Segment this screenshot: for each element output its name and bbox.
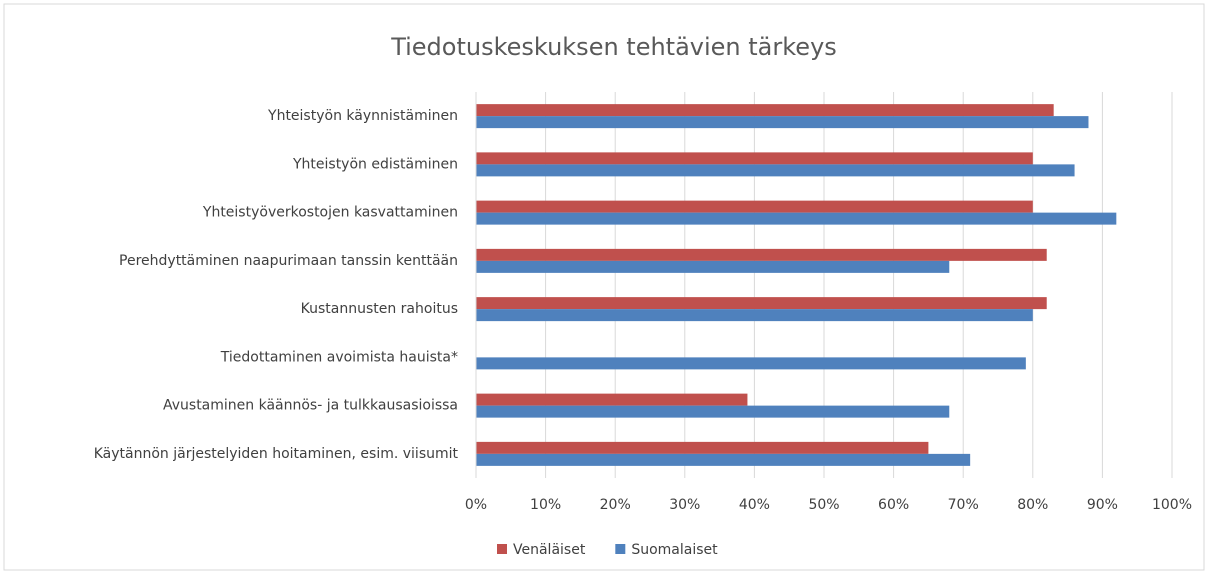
y-tick-label: Tiedottaminen avoimista hauista*	[220, 349, 458, 365]
bar	[476, 357, 1026, 370]
x-tick-label: 40%	[739, 497, 770, 513]
bar	[476, 260, 950, 273]
bar	[476, 200, 1033, 213]
bar	[476, 104, 1054, 117]
x-tick-label: 50%	[808, 497, 839, 513]
x-tick-label: 0%	[465, 497, 487, 513]
x-tick-label: 20%	[600, 497, 631, 513]
x-tick-label: 90%	[1087, 497, 1118, 513]
x-tick-label: 10%	[530, 497, 561, 513]
x-tick-label: 30%	[669, 497, 700, 513]
bar	[476, 309, 1033, 322]
bar	[476, 393, 748, 406]
bar	[476, 152, 1033, 165]
y-tick-label: Yhteistyön edistäminen	[292, 156, 458, 172]
x-tick-label: 60%	[878, 497, 909, 513]
x-tick-label: 100%	[1152, 497, 1192, 513]
bar	[476, 212, 1117, 225]
chart-border	[3, 3, 1205, 571]
bar	[476, 453, 971, 466]
bar	[476, 405, 950, 418]
bar	[476, 116, 1089, 129]
legend-swatch	[615, 544, 626, 554]
y-tick-label: Kustannusten rahoitus	[301, 301, 458, 317]
legend-label: Suomalaiset	[631, 542, 718, 558]
y-tick-label: Käytännön järjestelyiden hoitaminen, esi…	[94, 446, 459, 462]
y-tick-label: Yhteistyön käynnistäminen	[267, 108, 458, 124]
y-tick-label: Perehdyttäminen naapurimaan tanssin kent…	[119, 253, 458, 269]
bar	[476, 441, 929, 454]
x-tick-label: 80%	[1017, 497, 1048, 513]
chart-title: Tiedotuskeskuksen tehtävien tärkeys	[390, 33, 837, 61]
x-tick-label: 70%	[948, 497, 979, 513]
y-tick-label: Yhteistyöverkostojen kasvattaminen	[202, 205, 458, 221]
bar	[476, 164, 1075, 177]
bar	[476, 248, 1047, 261]
bar	[476, 297, 1047, 310]
y-tick-label: Avustaminen käännös- ja tulkkausasioissa	[163, 398, 458, 414]
legend-label: Venäläiset	[513, 542, 586, 558]
legend-swatch	[497, 544, 507, 554]
